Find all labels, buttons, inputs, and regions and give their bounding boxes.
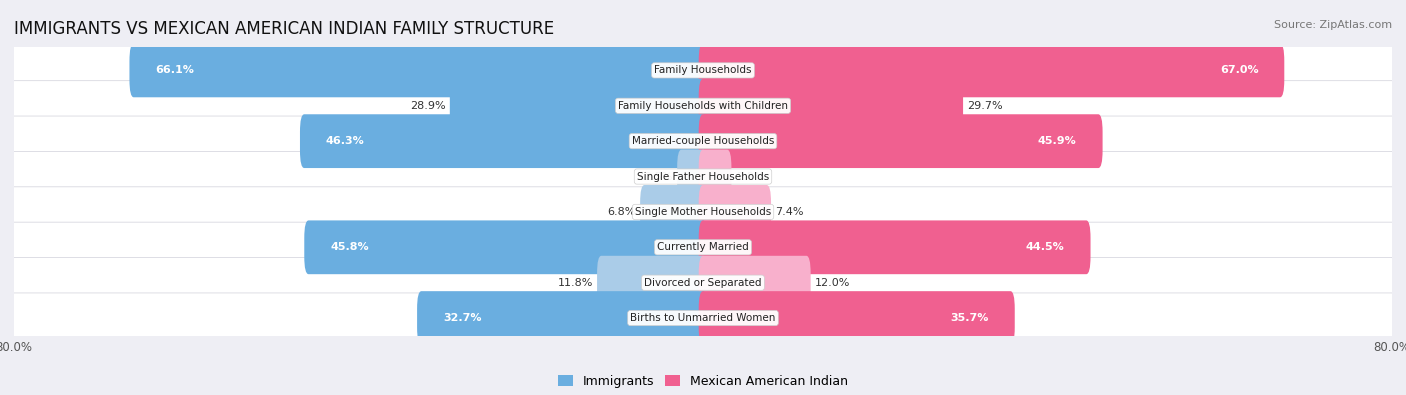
FancyBboxPatch shape [678,150,707,203]
Text: 67.0%: 67.0% [1220,66,1258,75]
FancyBboxPatch shape [11,258,1395,308]
FancyBboxPatch shape [11,151,1395,202]
FancyBboxPatch shape [129,43,707,97]
Text: Family Households with Children: Family Households with Children [619,101,787,111]
Text: 28.9%: 28.9% [411,101,446,111]
FancyBboxPatch shape [699,114,1102,168]
Text: 44.5%: 44.5% [1026,242,1064,252]
FancyBboxPatch shape [699,256,811,310]
Text: Currently Married: Currently Married [657,242,749,252]
FancyBboxPatch shape [450,79,707,133]
Text: 66.1%: 66.1% [155,66,194,75]
FancyBboxPatch shape [699,43,1284,97]
Text: 12.0%: 12.0% [815,278,851,288]
Text: 7.4%: 7.4% [775,207,804,217]
Text: Single Father Households: Single Father Households [637,171,769,182]
FancyBboxPatch shape [299,114,707,168]
Text: 45.8%: 45.8% [330,242,368,252]
FancyBboxPatch shape [11,293,1395,343]
Text: Single Mother Households: Single Mother Households [636,207,770,217]
FancyBboxPatch shape [699,291,1015,345]
Text: Divorced or Separated: Divorced or Separated [644,278,762,288]
FancyBboxPatch shape [699,79,963,133]
Text: Source: ZipAtlas.com: Source: ZipAtlas.com [1274,20,1392,30]
FancyBboxPatch shape [418,291,707,345]
FancyBboxPatch shape [699,150,731,203]
FancyBboxPatch shape [304,220,707,274]
FancyBboxPatch shape [11,45,1395,96]
Legend: Immigrants, Mexican American Indian: Immigrants, Mexican American Indian [553,370,853,393]
FancyBboxPatch shape [11,116,1395,166]
Text: IMMIGRANTS VS MEXICAN AMERICAN INDIAN FAMILY STRUCTURE: IMMIGRANTS VS MEXICAN AMERICAN INDIAN FA… [14,20,554,38]
FancyBboxPatch shape [11,187,1395,237]
Text: 32.7%: 32.7% [443,313,481,323]
Text: 2.8%: 2.8% [735,171,765,182]
Text: 29.7%: 29.7% [967,101,1002,111]
FancyBboxPatch shape [11,222,1395,273]
FancyBboxPatch shape [699,220,1091,274]
FancyBboxPatch shape [699,185,770,239]
FancyBboxPatch shape [11,81,1395,131]
Text: 2.5%: 2.5% [644,171,673,182]
Text: 6.8%: 6.8% [607,207,636,217]
FancyBboxPatch shape [640,185,707,239]
FancyBboxPatch shape [598,256,707,310]
Text: Married-couple Households: Married-couple Households [631,136,775,146]
Text: 11.8%: 11.8% [557,278,593,288]
Text: Family Households: Family Households [654,66,752,75]
Text: Births to Unmarried Women: Births to Unmarried Women [630,313,776,323]
Text: 46.3%: 46.3% [326,136,364,146]
Text: 45.9%: 45.9% [1038,136,1077,146]
Text: 35.7%: 35.7% [950,313,988,323]
